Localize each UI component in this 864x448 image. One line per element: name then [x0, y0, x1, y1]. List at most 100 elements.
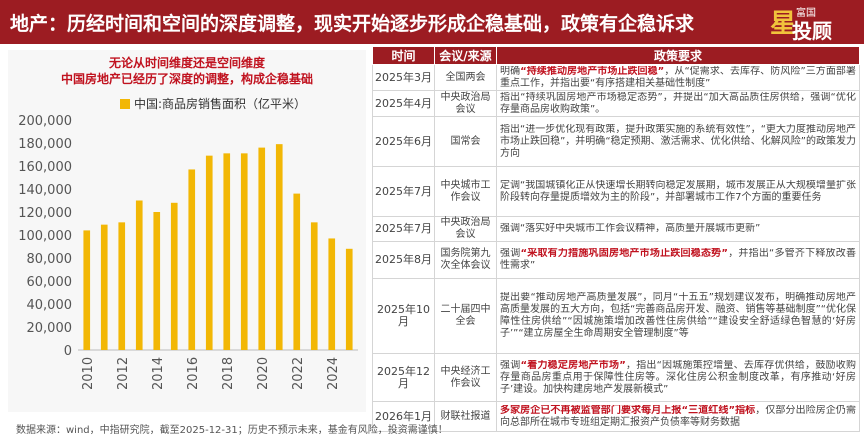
chart-subtitle: 中国房地产已经历了深度的调整，构成企稳基础: [60, 72, 313, 86]
bar-2011: [100, 224, 108, 350]
chart-title: 无论从时间维度还是空间维度: [108, 56, 265, 70]
y-tick-label: 40,000: [27, 298, 73, 313]
cell-time: 2025年12月: [372, 353, 435, 402]
cell-org: 二十届四中全会: [434, 278, 497, 354]
table-row: 2025年4月 中央政治局会议 指出“持续巩固房地产市场稳定态势”，并提出“加大高品…: [372, 90, 860, 117]
legend-swatch: [120, 99, 130, 109]
cell-org: 中央城市工作会议: [434, 166, 497, 217]
y-tick-label: 100,000: [18, 229, 72, 244]
bar-2024: [328, 238, 336, 350]
bar-chart: 0 20,000 40,000 60,000 80,000 100,000 120,000 1…: [18, 114, 358, 390]
cell-requirement: 强调“落实好中央城市工作会议精神，高质量开展城市更新”: [496, 216, 860, 242]
chart-panel: 无论从时间维度还是空间维度 中国房地产已经历了深度的调整，构成企稳基础 中国:商…: [8, 50, 366, 412]
policy-text: ，仅部分出险房企仍需向总部所在城市专班组定期汇报资产负债率等财务数据: [500, 404, 856, 428]
cell-org: 中央政治局会议: [434, 90, 497, 117]
cell-time: 2025年4月: [372, 90, 435, 117]
bar-2013: [135, 200, 143, 350]
header-time: 时间: [372, 46, 435, 65]
chart-legend: 中国:商品房销售面积（亿平米）: [120, 95, 306, 112]
bar-2017: [205, 155, 213, 350]
cell-requirement: 指出“持续巩固房地产市场稳定态势”，并提出“加大高品质住房供给，强调“优化存量商…: [496, 90, 860, 117]
policy-text: ，指出“因城施策控增量、去库存优供给，鼓励收购存量商品房重点用于保障性住房等。深…: [500, 359, 856, 395]
policy-text: ，并指出“多管齐下释放改善性需求”: [500, 248, 856, 271]
cell-time: 2026年1月: [372, 401, 435, 432]
logo-top-text: 富国: [796, 8, 816, 19]
policy-text: 指出“持续巩固房地产市场稳定态势”，并提出“加大高品质住房供给，强调“优化存量商…: [500, 92, 856, 115]
y-tick-label: 180,000: [18, 137, 72, 152]
bar-2021: [275, 144, 283, 350]
y-tick-label: 20,000: [27, 321, 73, 336]
x-tick-label: 2018: [221, 357, 236, 390]
x-tick-label: 2020: [256, 357, 271, 390]
cell-time: 2025年8月: [372, 241, 435, 279]
legend-label: 中国:商品房销售面积（亿平米）: [134, 97, 307, 111]
bar-2014: [153, 212, 161, 350]
bar-2016: [188, 169, 196, 350]
x-tick-label: 2016: [186, 357, 201, 390]
highlight-text: “采取有力措施巩固房地产市场止跌回稳态势”: [520, 248, 728, 259]
y-tick-label: 160,000: [18, 160, 72, 175]
x-tick-label: 2010: [81, 357, 96, 390]
bar-2019: [240, 153, 248, 350]
table-row: 2025年10月 二十届四中全会 提出要“推动房地产高质量发展”，同月“十五五”规划…: [372, 278, 860, 354]
y-tick-label: 0: [64, 344, 72, 359]
highlight-text: “着力稳定房地产市场”: [520, 359, 626, 371]
x-tick-label: 2024: [326, 357, 341, 390]
cell-requirement: 提出要“推动房地产高质量发展”，同月“十五五”规划建议发布，明确推动房地产高质量…: [496, 278, 860, 354]
cell-requirement: 定调“我国城镇化正从快速增长期转向稳定发展期，城市发展正从大规模增量扩张阶段转向…: [496, 166, 860, 217]
page-header: 地产：历经时间和空间的深度调整，现实开始逐步形成企稳基础，政策有企稳诉求 星 富…: [0, 0, 864, 44]
header-requirement: 政策要求: [496, 46, 860, 65]
cell-time: 2025年3月: [372, 64, 435, 91]
y-tick-label: 80,000: [27, 252, 73, 267]
bar-2020: [258, 147, 266, 350]
cell-requirement: 强调“着力稳定房地产市场”，指出“因城施策控增量、去库存优供给，鼓励收购存量商品…: [496, 353, 860, 402]
policy-text: 强调: [500, 359, 521, 371]
highlight-text: 多家房企已不再被监管部门要求每月上报“三道红线”指标: [500, 404, 756, 416]
policy-table-wrap: 时间 会议/来源 政策要求 2025年3月 全国两会 明确“持续推动房地产市场止跌回…: [372, 46, 860, 432]
bar-2025: [345, 248, 353, 350]
cell-time: 2025年10月: [372, 278, 435, 354]
highlight-text: “持续推动房地产市场止跌回稳”: [520, 66, 665, 77]
policy-text: 强调“落实好中央城市工作会议精神，高质量开展城市更新”: [500, 223, 761, 234]
y-tick-label: 200,000: [18, 114, 72, 129]
policy-text: 指出“进一步优化现有政策，提升政策实施的系统有效性”，“更大力度推动房地产市场止…: [500, 123, 856, 159]
table-row: 2025年7月 中央城市工作会议 定调“我国城镇化正从快速增长期转向稳定发展期，城市…: [372, 166, 860, 217]
table-header-row: 时间 会议/来源 政策要求: [372, 46, 860, 65]
policy-text: 明确: [500, 66, 521, 77]
table-row: 2025年7月 中央政治局会议 强调“落实好中央城市工作会议精神，高质量开展城市更新…: [372, 216, 860, 242]
y-tick-label: 120,000: [18, 206, 72, 221]
logo-main-text: 投顾: [792, 19, 832, 43]
cell-requirement: 明确“持续推动房地产市场止跌回稳”，从“促需求、去库存、防风险”三方面部署重点工…: [496, 64, 860, 91]
cell-org: 国务院第九次全体会议: [434, 241, 497, 279]
bar-2015: [170, 202, 178, 350]
table-row: 2025年6月 国常会 指出“进一步优化现有政策，提升政策实施的系统有效性”，“更大…: [372, 116, 860, 167]
policy-text: 定调“我国城镇化正从快速增长期转向稳定发展期，城市发展正从大规模增量扩张阶段转向…: [500, 179, 856, 203]
bar-2012: [118, 222, 126, 350]
y-tick-label: 140,000: [18, 183, 72, 198]
bar-2022: [293, 193, 301, 350]
table-row: 2025年3月 全国两会 明确“持续推动房地产市场止跌回稳”，从“促需求、去库存、防…: [372, 64, 860, 91]
cell-time: 2025年7月: [372, 166, 435, 217]
logo-star-mark: 星: [770, 9, 797, 39]
table-row: 2025年8月 国务院第九次全体会议 强调“采取有力措施巩固房地产市场止跌回稳态势”…: [372, 241, 860, 279]
footer-note: 数据来源：wind，中指研究院，截至2025-12-31；历史不预示未来，基金有…: [16, 425, 448, 436]
cell-requirement: 指出“进一步优化现有政策，提升政策实施的系统有效性”，“更大力度推动房地产市场止…: [496, 116, 860, 167]
x-tick-label: 2012: [116, 357, 131, 390]
policy-text: 强调: [500, 248, 521, 259]
cell-requirement: 多家房企已不再被监管部门要求每月上报“三道红线”指标，仅部分出险房企仍需向总部所…: [496, 401, 860, 432]
x-tick-label: 2022: [291, 357, 306, 390]
policy-text: 提出要“推动房地产高质量发展”，同月“十五五”规划建议发布，明确推动房地产高质量…: [500, 292, 856, 339]
bar-2023: [310, 222, 318, 350]
table-row: 2025年12月 中央经济工作会议 强调“着力稳定房地产市场”，指出“因城施策控增量…: [372, 353, 860, 402]
cell-time: 2025年7月: [372, 216, 435, 242]
policy-table: 时间 会议/来源 政策要求 2025年3月 全国两会 明确“持续推动房地产市场止跌回…: [372, 46, 860, 432]
cell-org: 财联社报道: [434, 401, 497, 432]
y-tick-label: 60,000: [27, 275, 73, 290]
cell-time: 2025年6月: [372, 116, 435, 167]
cell-org: 中央经济工作会议: [434, 353, 497, 402]
cell-org: 国常会: [434, 116, 497, 167]
bar-2018: [223, 153, 231, 350]
brand-logo: 星 富国 投顾: [770, 3, 850, 43]
policy-text: ，从“促需求、去库存、防风险”三方面部署重点工作，并指出要“有序搭建相关基础性制…: [500, 66, 856, 89]
page-title: 地产：历经时间和空间的深度调整，现实开始逐步形成企稳基础，政策有企稳诉求: [10, 13, 695, 35]
